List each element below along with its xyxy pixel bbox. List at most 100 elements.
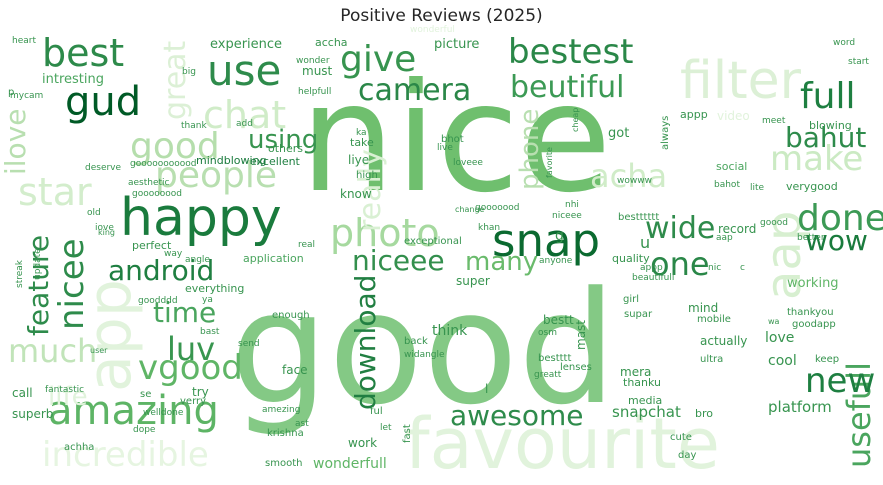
word-81: appp: [680, 108, 708, 121]
word-161: mycam: [10, 91, 43, 101]
word-43: really: [353, 149, 388, 232]
word-4: filter: [680, 51, 802, 111]
word-39: bahut: [785, 121, 866, 154]
word-12: good: [130, 126, 220, 167]
word-124: always: [660, 116, 671, 150]
word-76: try: [192, 385, 209, 399]
word-153: super: [456, 274, 490, 288]
word-62: verygood: [786, 180, 838, 193]
word-66: cool: [768, 353, 797, 369]
word-36: wow: [805, 224, 868, 257]
word-107: actually: [700, 334, 747, 348]
word-129: update: [33, 248, 43, 280]
word-155: ultra: [700, 354, 723, 365]
word-99: gooooood: [475, 203, 519, 213]
word-85: verry: [180, 396, 206, 407]
word-141: way: [164, 249, 183, 259]
word-1: good: [230, 258, 616, 439]
word-13: chat: [203, 93, 286, 137]
word-114: day: [678, 450, 696, 461]
word-60: quality: [612, 252, 650, 265]
word-14: star: [18, 170, 92, 214]
word-88: angle: [185, 255, 210, 265]
word-140: old: [87, 208, 101, 218]
word-10: bestest: [508, 32, 634, 72]
word-6: amazing: [48, 388, 219, 434]
word-27: usefull: [840, 362, 878, 468]
word-28: camera: [358, 73, 471, 108]
word-82: supar: [624, 309, 653, 320]
word-31: android: [108, 254, 214, 287]
word-20: give: [340, 39, 416, 80]
word-69: take: [350, 136, 374, 149]
word-120: girl: [623, 294, 639, 305]
word-67: must: [302, 64, 333, 78]
word-84: dope: [133, 425, 156, 435]
word-8: best: [42, 31, 124, 75]
word-9: use: [207, 46, 281, 95]
word-52: platform: [768, 398, 832, 416]
word-40: time: [153, 296, 216, 329]
word-16: vgood: [138, 348, 243, 388]
word-165: niceee: [552, 211, 582, 221]
word-58: perfect: [132, 239, 172, 252]
word-164: beautifull: [632, 273, 674, 283]
word-87: thank: [181, 121, 207, 131]
word-150: favorite: [545, 147, 554, 178]
word-145: user: [90, 346, 108, 355]
word-48: experience: [210, 37, 282, 52]
word-30: niceee: [352, 244, 445, 277]
word-126: superb: [12, 407, 53, 421]
word-154: keep: [815, 354, 839, 365]
word-53: wonderfull: [313, 456, 387, 472]
word-170: king: [98, 228, 115, 237]
word-78: mera: [620, 365, 651, 379]
word-44: ilove: [0, 109, 32, 176]
word-71: high: [356, 170, 378, 181]
word-100: bestttttt: [618, 212, 659, 223]
word-95: meet: [762, 116, 786, 126]
word-134: wonderful: [410, 25, 455, 35]
word-26: done: [797, 198, 883, 239]
word-83: back: [404, 336, 428, 347]
word-74: work: [348, 436, 377, 450]
word-160: better: [797, 233, 825, 243]
word-102: helpfull: [298, 87, 331, 97]
word-157: widangle: [404, 350, 445, 360]
word-119: send: [238, 339, 260, 349]
word-59: everything: [185, 282, 244, 295]
word-5: snap: [492, 214, 600, 267]
word-47: life: [48, 382, 88, 412]
word-131: l: [485, 382, 488, 396]
word-173: nic: [708, 263, 721, 273]
word-54: working: [787, 276, 839, 291]
word-176: ast: [295, 419, 309, 429]
word-101: goood: [760, 218, 788, 228]
word-117: thanku: [623, 376, 661, 389]
word-138: heart: [12, 36, 36, 46]
word-55: mindblowing: [196, 154, 267, 167]
word-72: know: [340, 187, 372, 201]
word-11: gud: [65, 79, 141, 125]
word-21: full: [800, 76, 856, 117]
word-33: new: [805, 361, 875, 401]
word-139: add: [236, 119, 253, 129]
word-19: make: [770, 139, 863, 179]
word-159: mind: [688, 301, 718, 315]
word-118: enough: [272, 310, 310, 321]
word-158: greatt: [534, 370, 562, 380]
word-24: luv: [167, 330, 215, 368]
word-111: media: [628, 394, 662, 407]
word-61: social: [716, 160, 747, 173]
word-168: g: [555, 228, 564, 244]
word-86: se: [140, 389, 151, 400]
word-113: cute: [670, 432, 692, 443]
word-132: ka: [356, 128, 367, 138]
word-137: start: [848, 57, 869, 67]
word-106: bestttt: [538, 353, 571, 364]
word-25: acha: [590, 157, 667, 195]
word-15: people: [155, 155, 277, 196]
word-179: iove: [95, 223, 114, 233]
word-38: nicee: [52, 238, 92, 330]
word-122: bast: [200, 327, 220, 337]
